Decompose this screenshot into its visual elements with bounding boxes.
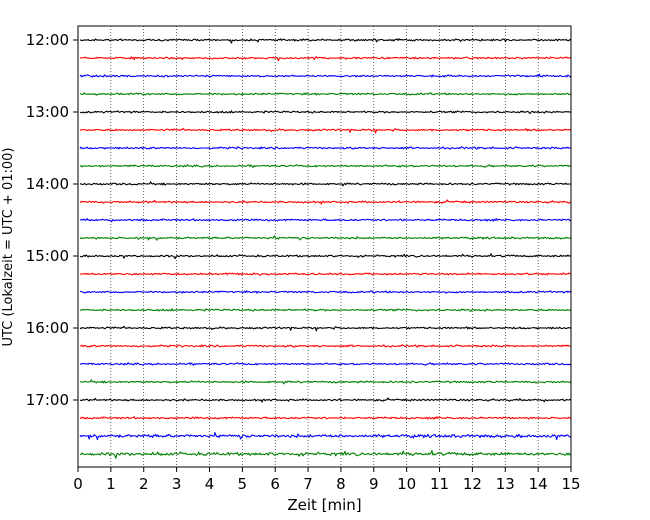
plot-frame — [77, 25, 572, 468]
x-tick-label: 8 — [336, 475, 346, 493]
y-tick-label: 14:00 — [26, 175, 69, 193]
x-tick-label: 11 — [430, 475, 449, 493]
trace-line — [79, 235, 572, 241]
x-tick-label: 9 — [369, 475, 379, 493]
x-tick-label: 2 — [139, 475, 149, 493]
trace-line — [79, 92, 572, 96]
x-tick-label: 13 — [496, 475, 515, 493]
x-tick-label: 3 — [172, 475, 182, 493]
trace-line — [79, 308, 572, 313]
x-tick-label: 0 — [73, 475, 83, 493]
x-tick-label: 7 — [303, 475, 313, 493]
trace-line — [79, 379, 572, 385]
trace-line — [79, 290, 572, 294]
trace-line — [79, 146, 572, 150]
x-tick-label: 10 — [397, 475, 416, 493]
trace-line — [79, 449, 571, 459]
y-tick-label: 17:00 — [26, 391, 69, 409]
x-tick-label: 12 — [463, 475, 482, 493]
trace-line — [79, 73, 572, 78]
trace-line — [79, 362, 572, 366]
x-tick-label: 1 — [106, 475, 116, 493]
trace-line — [79, 397, 572, 403]
x-tick-label: 6 — [270, 475, 280, 493]
y-axis-label: UTC (Lokalzeit = UTC + 01:00) — [1, 148, 16, 347]
trace-line — [79, 199, 572, 205]
x-tick-label: 15 — [561, 475, 580, 493]
x-tick-label: 14 — [529, 475, 548, 493]
trace-line — [79, 110, 572, 115]
trace-line — [79, 181, 572, 187]
y-tick-label: 15:00 — [26, 247, 69, 265]
trace-line — [79, 127, 572, 134]
trace-line — [79, 416, 572, 420]
y-axis-ticks: 12:00 13:00 14:00 15:00 16:00 17:00 — [26, 31, 78, 409]
trace-line — [79, 164, 572, 168]
trace-line — [79, 56, 572, 62]
trace-line — [79, 253, 572, 260]
y-tick-label: 12:00 — [26, 31, 69, 49]
trace-line — [79, 272, 572, 276]
x-tick-label: 4 — [205, 475, 215, 493]
x-tick-label: 5 — [238, 475, 248, 493]
x-axis-label: Zeit [min] — [287, 496, 361, 514]
trace-line — [79, 218, 572, 223]
trace-line — [79, 38, 572, 44]
y-tick-label: 13:00 — [26, 103, 69, 121]
y-tick-label: 16:00 — [26, 319, 69, 337]
trace-line — [79, 325, 572, 332]
seismic-traces — [79, 38, 572, 459]
x-axis-ticks: 0 1 2 3 4 5 6 7 8 9 10 11 12 13 14 15 — [73, 467, 581, 493]
trace-line — [79, 344, 572, 348]
trace-line — [79, 432, 572, 441]
